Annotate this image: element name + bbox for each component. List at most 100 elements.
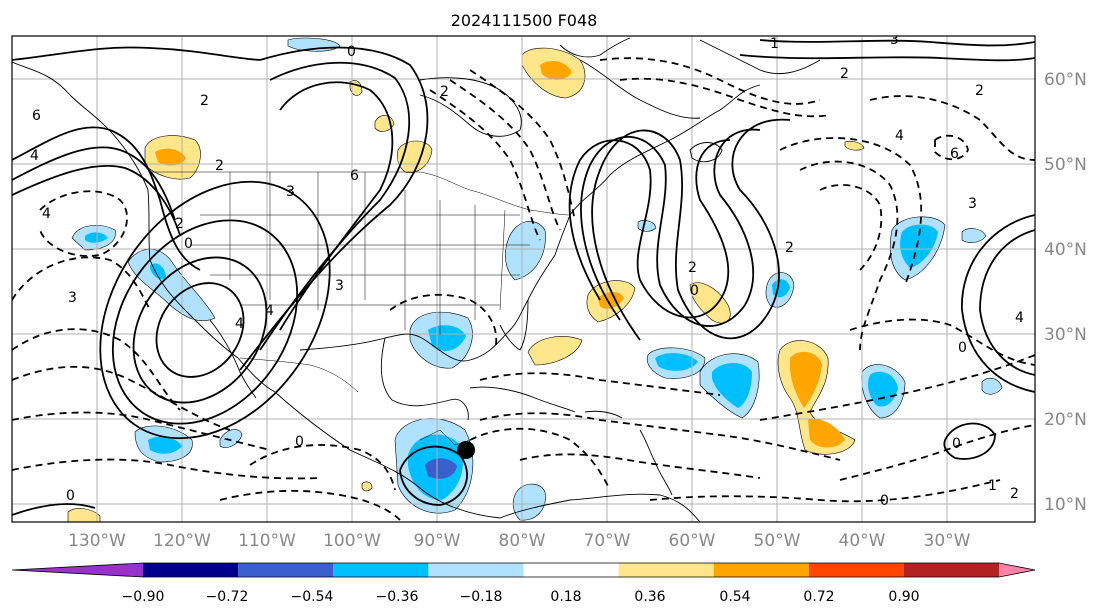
colorbar-segments xyxy=(11,562,1036,578)
contour-label: 6 xyxy=(350,168,359,184)
lon-label: 110°W xyxy=(238,531,296,551)
contour-label: 4 xyxy=(1015,310,1024,326)
colorbar-label: 0.54 xyxy=(719,589,750,605)
contour-low-sw-4 xyxy=(99,180,331,440)
contour-central-am xyxy=(399,445,468,506)
contour-dash-atl-2 xyxy=(799,160,899,351)
colorbar-segment xyxy=(143,563,239,577)
contour-dash-ca-1 xyxy=(249,444,396,491)
contours-solid xyxy=(12,39,1035,516)
contour-label: 0 xyxy=(690,283,699,299)
contour-dash-ec-1 xyxy=(429,89,541,241)
shade-blue-central-atl-1-core xyxy=(655,353,698,371)
coastlines xyxy=(12,37,821,522)
lon-label: 70°W xyxy=(584,531,631,551)
colorbar-label: 0.36 xyxy=(634,589,665,605)
colorbar-label: 0.18 xyxy=(550,589,581,605)
contour-label: 4 xyxy=(895,128,904,144)
contour-trough-east-1 xyxy=(568,139,731,319)
shade-orange-pacific-nw xyxy=(155,148,186,166)
border-us-mexico xyxy=(239,357,359,393)
lon-label: 90°W xyxy=(414,531,461,551)
coast-canada-east xyxy=(609,84,761,176)
contour-low-sw-1 xyxy=(155,282,245,378)
colorbar-segment xyxy=(904,563,1000,577)
contour-dash-atl-6 xyxy=(599,57,821,105)
shade-yellow-sw-corner xyxy=(67,508,101,522)
contour-label: 0 xyxy=(295,434,304,450)
colorbar-label: −0.72 xyxy=(206,589,249,605)
contour-label: 3 xyxy=(890,32,899,48)
contour-label: 2 xyxy=(688,260,697,276)
contour-dash-pac-1 xyxy=(12,256,151,311)
colorbar-label: −0.36 xyxy=(376,589,419,605)
coast-south-america xyxy=(499,493,701,522)
contour-label: 2 xyxy=(1010,486,1019,502)
coast-labrador xyxy=(579,59,701,119)
contour-label: 2 xyxy=(200,93,209,109)
lat-label: 60°N xyxy=(1044,70,1087,90)
colorbar-label: −0.18 xyxy=(460,589,503,605)
lat-label: 50°N xyxy=(1044,155,1087,175)
coast-florida xyxy=(499,299,529,351)
contour-high-right-1 xyxy=(979,229,1035,376)
shade-blue-far-east-3 xyxy=(981,377,1003,395)
colorbar-label: −0.90 xyxy=(122,589,165,605)
contour-label: 0 xyxy=(958,340,967,356)
shade-blue-east-coast xyxy=(505,221,546,281)
contour-trough-east-2 xyxy=(580,128,761,327)
contours-dashed xyxy=(12,57,1035,521)
longitude-labels: 130°W 120°W 110°W 100°W 90°W 80°W 70°W 6… xyxy=(68,531,971,551)
coast-baffin xyxy=(559,37,631,58)
colorbar: −0.90 −0.72 −0.54 −0.36 −0.18 0.18 0.36 … xyxy=(11,562,1036,605)
shade-blue-far-east-1-core xyxy=(900,224,938,268)
contour-label: 6 xyxy=(950,146,959,162)
contour-dash-ca-2 xyxy=(219,489,401,521)
shade-blue-east-atl-core xyxy=(868,371,898,407)
coast-antilles xyxy=(639,429,673,496)
contour-low-sw-3 xyxy=(111,219,299,425)
contour-dash-sub-2 xyxy=(479,412,841,461)
contour-label: 3 xyxy=(68,290,77,306)
contour-nw-1 xyxy=(12,126,201,271)
contour-dash-pac-3 xyxy=(12,328,181,411)
contour-nw-3 xyxy=(12,164,181,236)
shade-blue-central-atl-2-core xyxy=(712,363,752,408)
contour-label: 0 xyxy=(347,44,356,60)
coast-newfoundland xyxy=(689,142,723,163)
contour-ridge-central-3 xyxy=(239,46,429,371)
lon-label: 80°W xyxy=(499,531,546,551)
colorbar-label: 0.72 xyxy=(803,589,834,605)
contour-label: 1 xyxy=(770,36,779,52)
colorbar-label: −0.54 xyxy=(291,589,334,605)
colorbar-labels: −0.90 −0.72 −0.54 −0.36 −0.18 0.18 0.36 … xyxy=(122,589,920,605)
lon-label: 30°W xyxy=(924,531,971,551)
contour-dash-pac-2 xyxy=(39,190,128,257)
contour-dash-sub-1 xyxy=(479,372,721,396)
contour-dash-pac-4 xyxy=(12,365,231,431)
colorbar-extend-low xyxy=(12,563,143,577)
shaded-regions xyxy=(67,37,1003,522)
contour-label: 3 xyxy=(968,196,977,212)
colorbar-segment xyxy=(523,563,619,577)
contour-label: 4 xyxy=(265,303,274,319)
shade-blue-california xyxy=(127,248,216,322)
colorbar-segment xyxy=(808,563,904,577)
contour-top-1 xyxy=(759,39,1035,47)
contour-dash-ca-3 xyxy=(469,427,611,491)
border-us-canada xyxy=(152,171,571,216)
map-title: 2024111500 F048 xyxy=(451,11,598,30)
contour-label: 0 xyxy=(184,236,193,252)
contour-label: 2 xyxy=(785,240,794,256)
colorbar-outline xyxy=(11,562,1036,578)
contour-ridge-central-1 xyxy=(279,81,394,331)
contour-label: 3 xyxy=(335,278,344,294)
coast-hudson xyxy=(419,77,522,137)
coast-us-east xyxy=(527,174,611,301)
contour-sw-corner xyxy=(12,503,96,516)
contour-top-2 xyxy=(739,54,1035,62)
lat-label: 10°N xyxy=(1044,495,1087,515)
contour-label: 2 xyxy=(975,83,984,99)
coast-yucatan xyxy=(380,337,469,421)
contour-label: 0 xyxy=(952,436,961,452)
